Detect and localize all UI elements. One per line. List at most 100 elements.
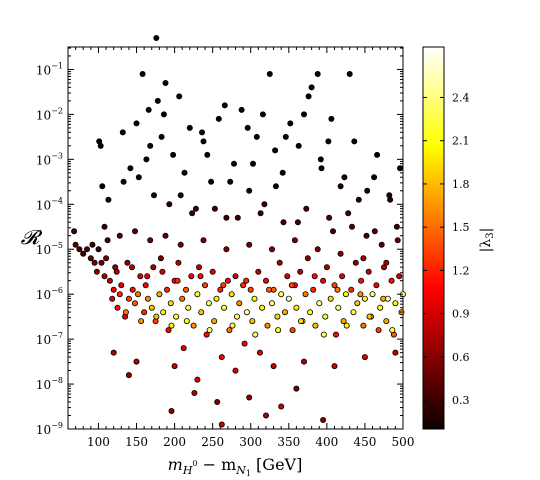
y-tick-exponent: −8: [51, 376, 63, 385]
data-point: [213, 295, 220, 302]
data-point: [177, 241, 184, 248]
data-point: [246, 394, 253, 401]
data-point: [320, 277, 327, 284]
data-point: [274, 313, 281, 320]
x-axis-label: mH0 − mN1 [GeV]: [168, 455, 303, 476]
data-point: [218, 354, 225, 361]
data-point: [285, 295, 292, 302]
data-point: [308, 84, 315, 91]
data-point: [76, 246, 83, 253]
colorbar-label-sub: 3: [485, 232, 496, 238]
data-point: [323, 264, 330, 271]
data-point: [307, 309, 314, 316]
data-point: [138, 318, 145, 325]
data-point: [243, 309, 250, 316]
data-point: [131, 228, 138, 235]
data-point: [300, 111, 307, 118]
data-point: [177, 192, 184, 199]
data-point: [246, 241, 253, 248]
data-point: [224, 277, 231, 284]
data-point: [109, 295, 116, 302]
data-point: [133, 358, 140, 365]
data-point: [297, 318, 304, 325]
data-point: [182, 286, 189, 293]
data-point: [247, 286, 254, 293]
data-point: [297, 268, 304, 275]
data-point: [195, 264, 202, 271]
data-point: [122, 309, 129, 316]
data-point: [204, 151, 211, 158]
data-point: [320, 416, 327, 423]
data-point: [173, 313, 180, 320]
data-point: [278, 403, 285, 410]
data-point: [388, 277, 395, 284]
data-point: [114, 304, 121, 311]
data-point: [211, 318, 218, 325]
data-point: [340, 318, 347, 325]
data-point: [226, 327, 233, 334]
data-point: [103, 255, 110, 262]
data-point: [392, 300, 399, 307]
data-point: [183, 318, 190, 325]
data-point: [236, 300, 243, 307]
data-point: [98, 259, 105, 266]
y-tick-label: 10−1: [36, 61, 63, 77]
data-point: [191, 389, 198, 396]
data-point: [393, 223, 400, 230]
data-point: [257, 210, 264, 217]
x-tick-label: 150: [125, 435, 148, 449]
data-point: [180, 345, 187, 352]
data-point: [165, 327, 172, 334]
y-tick-base: 10: [36, 108, 51, 122]
data-point: [294, 219, 301, 226]
data-point: [383, 259, 390, 266]
colorbar-tick-label: 2.4: [452, 91, 470, 104]
data-point: [357, 291, 364, 298]
colorbar-ticks: 0.3 0.6 0.9 1.2 1.5 1.8 2.1 2.4: [423, 91, 470, 407]
data-point: [293, 385, 300, 392]
data-point: [125, 372, 132, 379]
y-tick-exponent: −7: [51, 331, 63, 340]
data-point: [179, 295, 186, 302]
data-point: [348, 223, 355, 230]
data-point: [185, 304, 192, 311]
data-point: [355, 196, 362, 203]
data-point: [189, 210, 196, 217]
data-point: [360, 255, 367, 262]
data-point: [244, 124, 251, 131]
x-label-sub2-sub: 1: [246, 469, 251, 476]
x-tick-label: 350: [277, 435, 300, 449]
data-point: [342, 291, 349, 298]
data-point: [232, 367, 239, 374]
colorbar-tick-label: 1.5: [452, 221, 470, 234]
data-point: [256, 349, 263, 356]
data-point: [314, 246, 321, 253]
y-tick-label: 10−5: [36, 241, 63, 257]
colorbar: [422, 46, 445, 430]
data-point: [153, 313, 160, 320]
y-tick-label: 10−8: [36, 376, 63, 392]
data-point: [194, 376, 201, 383]
data-point: [198, 309, 205, 316]
data-point: [128, 264, 135, 271]
data-point: [95, 246, 102, 253]
data-point: [265, 286, 272, 293]
data-point: [139, 71, 146, 78]
data-point: [144, 295, 151, 302]
data-point: [192, 205, 199, 212]
y-tick-exponent: −3: [51, 151, 63, 160]
data-point: [366, 313, 373, 320]
data-point: [272, 183, 279, 190]
data-point: [89, 241, 96, 248]
data-point: [148, 304, 155, 311]
data-point: [279, 169, 286, 176]
data-point: [249, 318, 256, 325]
data-point: [116, 291, 123, 298]
data-point: [262, 412, 269, 419]
data-point: [337, 250, 344, 257]
data-point: [341, 174, 348, 181]
data-point: [331, 363, 338, 370]
y-tick-label: 10−2: [36, 106, 63, 122]
